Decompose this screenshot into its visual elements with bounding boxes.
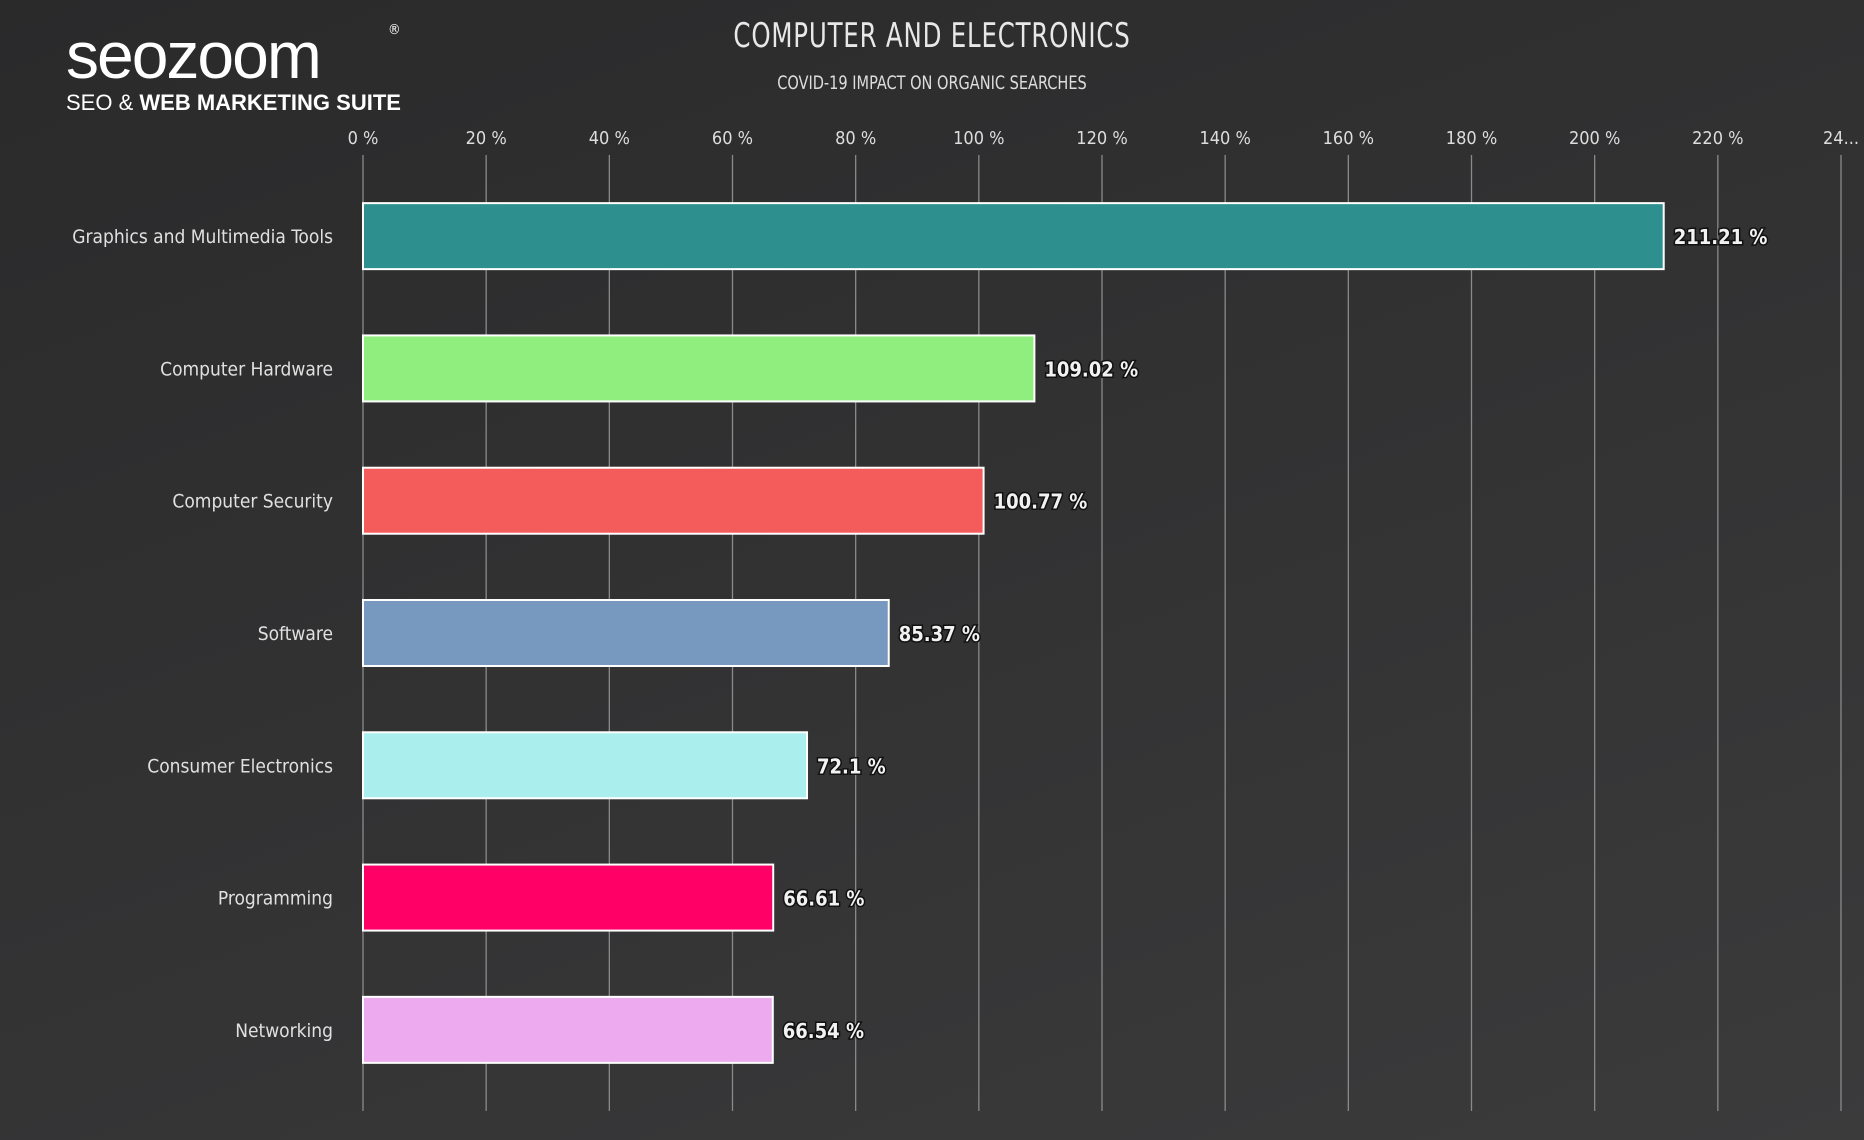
bar [362,995,774,1064]
tick-label: 220 % [1692,128,1743,149]
data-label: 72.1 % [817,754,886,778]
tagline-bold: WEB MARKETING SUITE [139,90,401,115]
category-label: Computer Security [172,491,333,513]
tick-label: 100 % [953,128,1004,149]
data-label: 211.21 % [1674,225,1768,249]
tick-label: 24... [1823,128,1859,149]
tick-label: 160 % [1323,128,1374,149]
category-label: Consumer Electronics [147,755,333,777]
category-label: Software [258,623,333,645]
logo-wordmark: seozoom [66,18,322,92]
bar [362,863,775,932]
seozoom-logo: seozoom ® SEO & WEB MARKETING SUITE [66,22,406,116]
data-label: 66.54 % [783,1019,864,1043]
data-label: 85.37 % [899,622,980,646]
chart-title: COMPUTER AND ELECTRONICS [733,16,1131,56]
tick-label: 60 % [712,128,753,149]
tick-label: 80 % [835,128,876,149]
bar [362,334,1036,403]
tick-label: 120 % [1076,128,1127,149]
bar [362,599,890,667]
registered-mark: ® [388,22,401,38]
bar [362,466,985,535]
logo-tagline: SEO & WEB MARKETING SUITE [66,90,406,116]
tick-label: 140 % [1199,128,1250,149]
tick-label: 180 % [1446,128,1497,149]
tagline-light: SEO & [66,90,134,115]
data-label: 109.02 % [1044,357,1138,381]
category-label: Graphics and Multimedia Tools [72,226,333,248]
tick-label: 20 % [466,128,507,149]
data-label: 100.77 % [994,490,1088,514]
category-label: Networking [235,1020,333,1042]
category-label: Programming [218,888,333,910]
data-label: 66.61 % [783,887,864,911]
tick-label: 200 % [1569,128,1620,149]
bar [362,202,1665,271]
tick-label: 40 % [589,128,630,149]
category-label: Computer Hardware [160,358,333,380]
chart-subtitle: COVID-19 IMPACT ON ORGANIC SEARCHES [777,72,1087,94]
tick-label: 0 % [348,128,379,149]
bar [362,731,809,800]
